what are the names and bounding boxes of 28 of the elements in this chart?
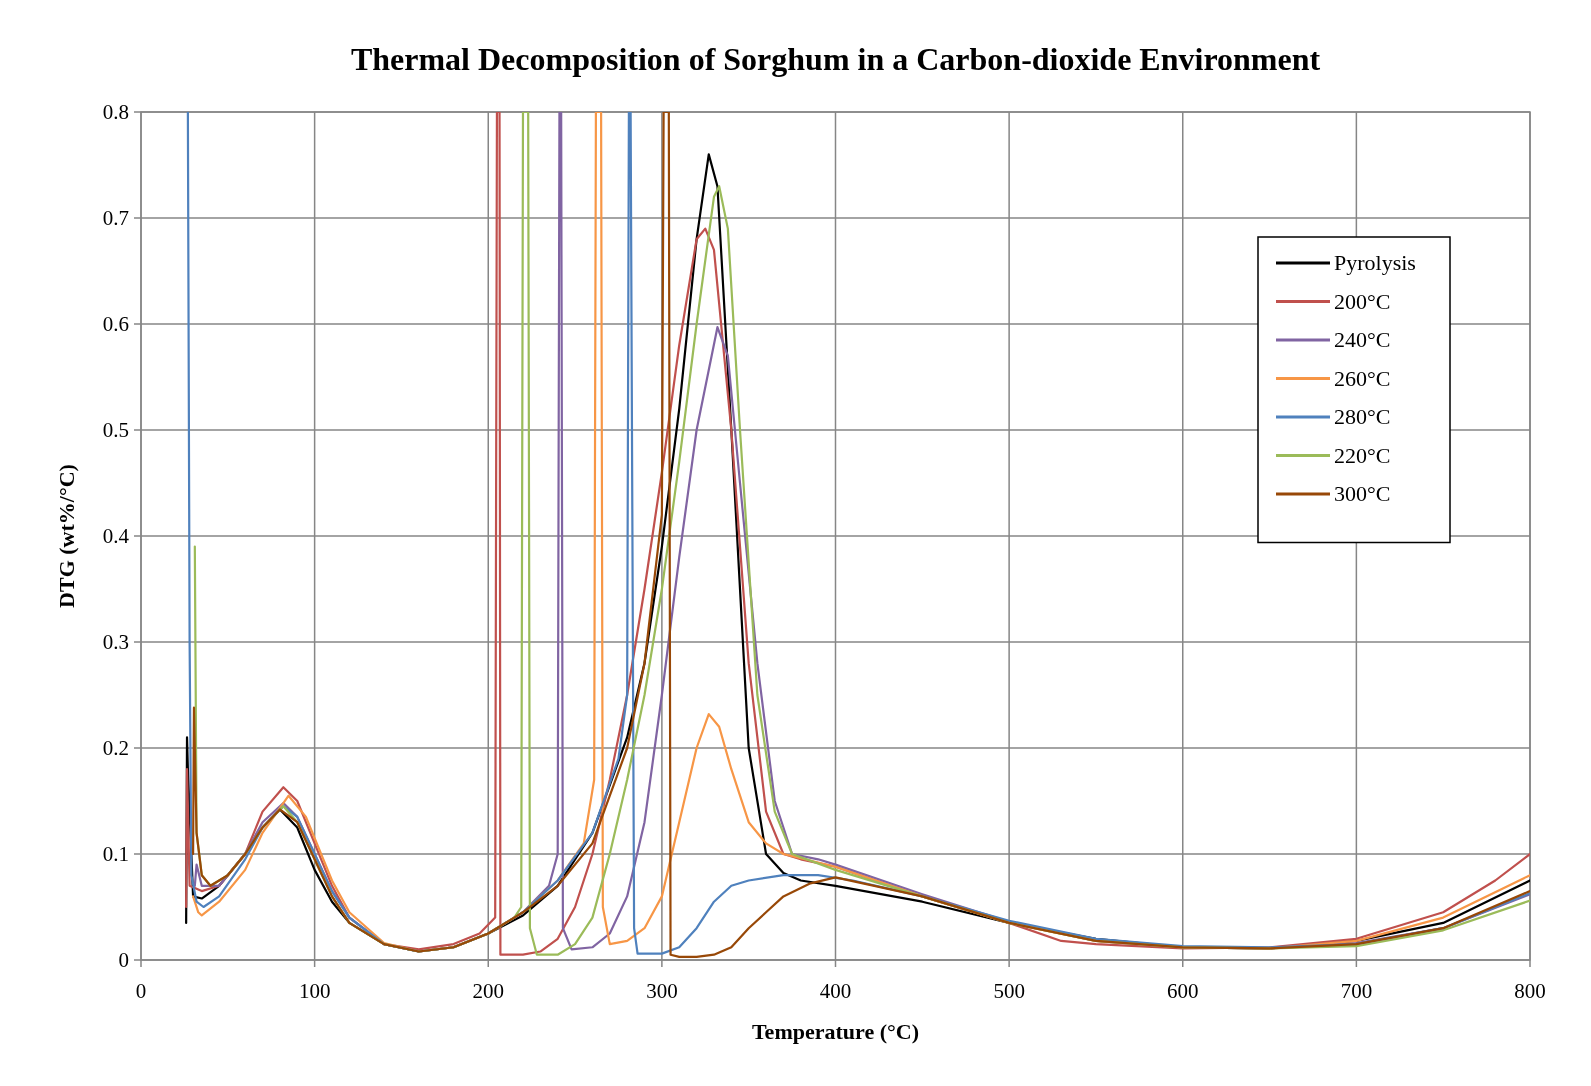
x-tick-label: 800 <box>1514 979 1546 1003</box>
y-tick-label: 0.5 <box>102 418 129 442</box>
y-tick-label: 0.1 <box>102 842 129 866</box>
x-tick-label: 500 <box>993 979 1025 1003</box>
legend-label: 280°C <box>1334 404 1391 429</box>
legend-label: 220°C <box>1334 442 1391 468</box>
legend-label: Pyrolysis <box>1334 250 1416 275</box>
y-axis-title: DTG (wt%/°C) <box>54 464 79 608</box>
y-tick-label: 0.6 <box>102 312 129 336</box>
x-tick-label: 700 <box>1340 979 1373 1003</box>
legend-label: 200°C <box>1334 288 1391 314</box>
x-axis-title: Temperature (°C) <box>751 1019 920 1044</box>
y-tick-label: 0.4 <box>102 524 130 548</box>
chart-title: Thermal Decomposition of Sorghum in a Carbon-dioxide Environment <box>350 41 1321 77</box>
y-tick-label: 0 <box>118 948 129 972</box>
y-tick-label: 0.8 <box>102 100 129 124</box>
x-tick-label: 300 <box>646 979 678 1003</box>
legend-label: 300°C <box>1334 481 1391 506</box>
y-tick-label: 0.7 <box>102 206 129 230</box>
x-tick-label: 200 <box>472 979 504 1003</box>
y-tick-label: 0.3 <box>102 630 129 654</box>
x-tick-label: 600 <box>1167 979 1199 1003</box>
y-tick-label: 0.2 <box>102 736 129 760</box>
legend-label: 260°C <box>1334 365 1391 391</box>
x-tick-label: 0 <box>135 979 147 1003</box>
legend-label: 240°C <box>1334 327 1391 352</box>
x-tick-label: 100 <box>298 979 331 1003</box>
x-tick-label: 400 <box>819 979 852 1003</box>
